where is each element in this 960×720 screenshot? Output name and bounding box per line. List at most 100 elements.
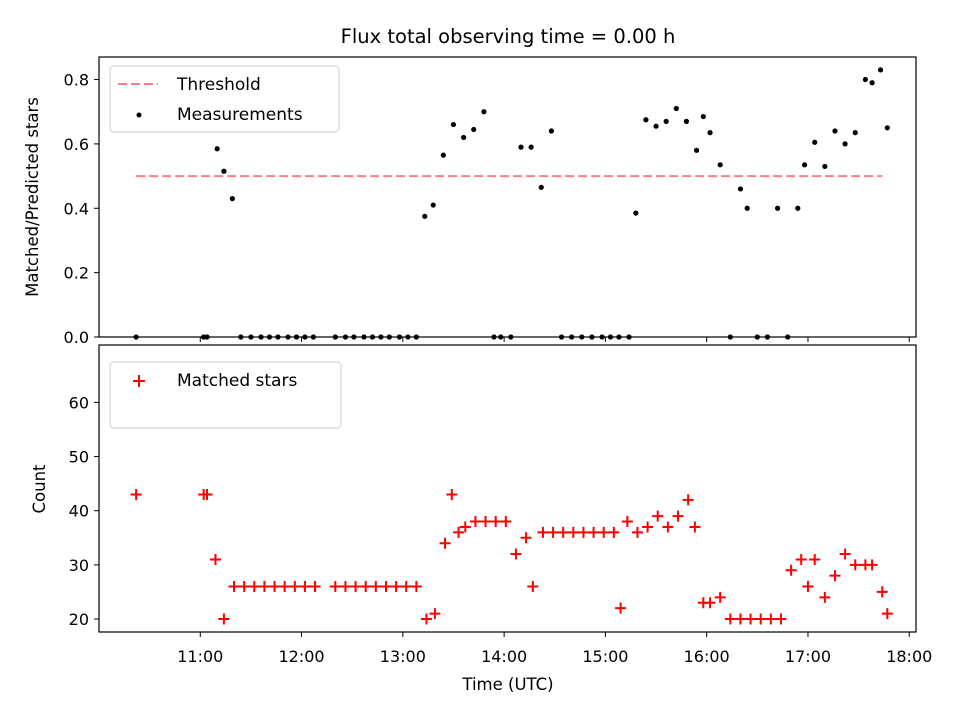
measurement-point: [471, 126, 477, 133]
measurement-point: [744, 205, 750, 211]
measurement-point: [422, 213, 428, 219]
matched-star-point: [662, 521, 674, 533]
measurement-point: [430, 202, 436, 208]
matched-star-point: [380, 581, 392, 593]
x-tick-label-0: 11:00: [177, 647, 223, 666]
matched-star-point: [567, 526, 579, 538]
matched-star-point: [439, 537, 451, 549]
matched-star-point: [490, 516, 502, 528]
x-tick-label-2: 13:00: [380, 647, 426, 666]
measurement-point: [498, 334, 504, 340]
measurement-point: [361, 334, 367, 340]
x-tick-label-4: 15:00: [582, 647, 628, 666]
x-tick-label-1: 12:00: [279, 647, 325, 666]
measurement-point: [589, 334, 595, 340]
matched-star-point: [446, 488, 458, 500]
matched-star-point: [704, 597, 716, 609]
matched-star-point: [819, 591, 831, 603]
measurement-point: [877, 67, 884, 73]
measurement-point: [310, 334, 316, 340]
matched-star-point: [360, 581, 372, 593]
matched-star-point: [520, 532, 532, 544]
legend-matched-swatch: [133, 375, 145, 387]
measurement-point: [737, 186, 744, 192]
matched-star-point: [755, 613, 767, 625]
measurement-point: [558, 334, 565, 340]
matched-star-point: [410, 581, 422, 593]
bottom-y-tick-label-4: 60: [69, 393, 89, 412]
legend-threshold-label: Threshold: [176, 75, 261, 95]
measurement-point: [785, 334, 791, 340]
measurement-point: [607, 334, 614, 340]
matched-star-point: [279, 581, 291, 593]
matched-star-point: [775, 613, 787, 625]
matched-star-point: [672, 510, 684, 522]
bottom-x-ticks: 11:00 12:00 13:00 14:00 15:00 16:00 17:00 18:00: [177, 632, 932, 666]
matched-star-point: [309, 581, 321, 593]
matched-star-point: [682, 494, 694, 506]
bottom-panel-frame: [98, 344, 917, 633]
x-tick-label-7: 18:00: [886, 647, 932, 666]
legend-measurements-swatch: [136, 112, 142, 118]
matched-star-point: [615, 602, 627, 614]
measurement-point: [653, 123, 659, 129]
measurement-point: [528, 144, 534, 150]
matched-star-point: [785, 564, 797, 576]
measurement-point: [450, 121, 457, 128]
measurement-point: [579, 334, 585, 340]
matched-star-point: [209, 553, 221, 565]
measurement-point: [461, 134, 467, 141]
x-tick-label-5: 16:00: [684, 647, 730, 666]
top-y-tick-label-1: 0.2: [64, 264, 89, 283]
measurement-point: [599, 334, 605, 340]
matched-star-point: [527, 581, 539, 593]
matched-star-point: [510, 548, 522, 560]
measurement-point: [481, 109, 487, 115]
measurement-point: [795, 205, 801, 211]
measurement-point: [133, 334, 139, 340]
measurement-point: [396, 334, 403, 340]
measurement-point: [884, 125, 890, 131]
matched-star-point: [809, 553, 821, 565]
measurement-point: [413, 334, 419, 340]
measurement-point: [538, 184, 544, 190]
measurement-point: [285, 334, 291, 340]
top-y-tick-label-4: 0.8: [64, 71, 89, 90]
chart-title: Flux total observing time = 0.00 h: [341, 25, 676, 48]
top-legend: Threshold Measurements: [109, 65, 340, 133]
bottom-legend-box: [109, 361, 342, 429]
legend-matched-label: Matched stars: [177, 371, 297, 391]
matched-star-point: [329, 581, 341, 593]
matched-star-point: [598, 526, 610, 538]
measurement-point: [440, 152, 446, 158]
measurement-points: [133, 67, 890, 340]
matched-star-point: [459, 521, 471, 533]
bottom-legend: Matched stars: [109, 361, 342, 429]
measurement-point: [491, 334, 497, 340]
matched-star-point: [829, 570, 841, 582]
measurement-point: [548, 128, 554, 134]
measurement-point: [717, 162, 723, 168]
measurement-point: [774, 205, 781, 211]
matched-star-point: [258, 581, 270, 593]
bottom-y-tick-label-3: 50: [69, 448, 89, 467]
matched-star-point: [608, 526, 620, 538]
matched-star-point: [453, 526, 465, 538]
measurement-point: [626, 334, 632, 340]
measurement-point: [683, 118, 690, 124]
matched-star-point: [745, 613, 757, 625]
x-tick-label-3: 14:00: [481, 647, 527, 666]
measurement-point: [508, 334, 514, 340]
measurement-point: [386, 334, 392, 340]
bottom-y-tick-label-2: 40: [69, 502, 89, 521]
measurement-point: [822, 163, 828, 170]
x-axis-label: Time (UTC): [461, 675, 553, 694]
matched-star-point: [765, 613, 777, 625]
measurement-point: [869, 80, 875, 86]
matched-star-point: [201, 488, 213, 500]
matched-star-point: [642, 521, 654, 533]
bottom-y-tick-label-0: 20: [69, 610, 89, 629]
matched-star-point: [881, 608, 893, 620]
measurement-point: [351, 334, 357, 340]
